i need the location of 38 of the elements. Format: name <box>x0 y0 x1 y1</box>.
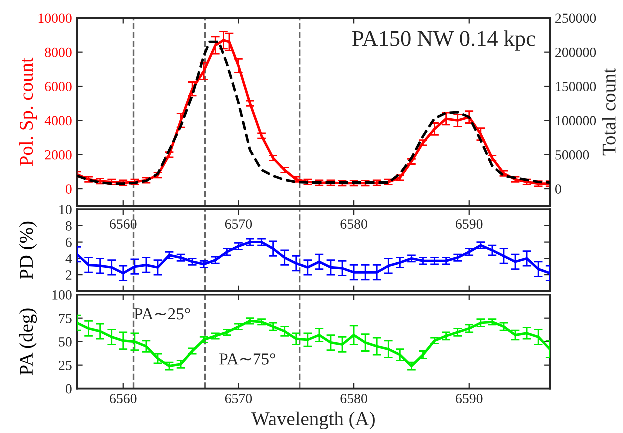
x-tick-label: 6580 <box>340 220 368 229</box>
y-axis-title: PD (%) <box>19 222 38 280</box>
x-axis-title: Wavelength (A) <box>252 412 375 430</box>
x-tick-label: 6560 <box>110 220 137 229</box>
y-tick-label: 6000 <box>45 82 72 92</box>
x-tick-label: 6570 <box>225 220 252 229</box>
y-tick-label: 10 <box>60 205 72 215</box>
x-tick-label: 6590 <box>456 394 483 404</box>
y-tick-label: 50 <box>59 337 72 347</box>
y-tick-label: 6 <box>66 238 72 248</box>
y2-axis-title: Total count <box>602 68 616 156</box>
y-tick-label: 2000 <box>45 150 72 160</box>
y-tick-label: 8000 <box>45 48 72 58</box>
y-tick-label: 10000 <box>38 14 72 24</box>
y-axis-title: PA (deg) <box>19 308 38 376</box>
y2-tick-label: 150000 <box>556 82 596 92</box>
x-tick-label: 6590 <box>456 220 483 229</box>
y-tick-label: 25 <box>59 360 72 370</box>
y-tick-label: 100 <box>52 290 72 300</box>
x-tick-label: 6570 <box>225 394 252 404</box>
y2-tick-label: 50000 <box>556 150 590 160</box>
y2-tick-label: 0 <box>556 184 562 194</box>
y-tick-label: 0 <box>66 384 72 394</box>
y-tick-label: 4000 <box>44 116 72 126</box>
y-tick-label: 2 <box>66 270 72 280</box>
y2-tick-label: 250000 <box>556 14 596 24</box>
y2-tick-label: 100000 <box>556 116 596 126</box>
y-tick-label: 8 <box>66 222 72 231</box>
annotation: PA150 NW 0.14 kpc <box>352 30 536 51</box>
y-tick-label: 0 <box>66 184 72 194</box>
y-tick-label: 75 <box>59 314 72 324</box>
y2-tick-label: 200000 <box>556 48 596 58</box>
y-tick-label: 4 <box>66 254 72 264</box>
annotation: PA∼25° <box>134 308 190 320</box>
x-tick-label: 6560 <box>110 394 137 404</box>
x-tick-label: 6580 <box>340 394 368 404</box>
annotation: PA∼75° <box>220 354 276 365</box>
y-axis-title: Pol. Sp. count <box>19 58 38 166</box>
